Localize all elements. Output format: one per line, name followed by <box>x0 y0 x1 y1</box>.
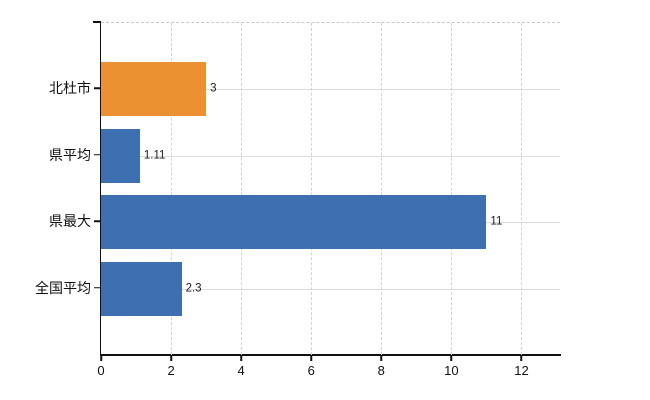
vertical-gridline <box>311 23 313 355</box>
x-axis-tick <box>380 355 383 361</box>
vertical-gridline <box>381 23 383 355</box>
x-axis-tick-label: 0 <box>97 363 105 378</box>
y-axis-tick <box>94 220 101 222</box>
x-axis-tick <box>520 355 523 361</box>
vertical-gridline <box>451 23 453 355</box>
category-label-prefecture-max: 県最大 <box>49 213 91 230</box>
bar-prefecture-average <box>101 128 140 183</box>
y-axis-tick <box>94 87 101 90</box>
category-label-hokuto-city: 北杜市 <box>49 80 91 97</box>
vertical-gridline <box>171 23 173 355</box>
x-axis-tick-label: 8 <box>377 363 385 378</box>
y-axis-tick <box>94 154 101 156</box>
x-axis-tick-label: 10 <box>444 363 459 378</box>
category-label-national-average: 全国平均 <box>35 279 91 296</box>
category-label-prefecture-average: 県平均 <box>49 146 91 163</box>
x-axis-line <box>99 354 561 356</box>
value-label-prefecture-max: 11 <box>490 215 503 228</box>
y-axis-line <box>99 21 101 356</box>
x-axis-tick <box>100 355 102 361</box>
bar-hokuto-city <box>101 62 207 117</box>
x-axis-tick <box>170 355 172 361</box>
horizontal-gridline <box>101 155 560 157</box>
x-axis-tick <box>240 355 242 361</box>
y-axis-tick <box>94 286 101 289</box>
x-axis-tick <box>450 355 453 361</box>
value-label-national-average: 2.3 <box>185 281 202 294</box>
y-axis-top-tick <box>93 21 101 23</box>
horizontal-gridline <box>101 288 560 290</box>
vertical-gridline <box>521 23 523 355</box>
x-axis-tick-label: 2 <box>167 363 175 378</box>
x-axis-tick-label: 4 <box>237 363 245 378</box>
horizontal-gridline <box>101 89 560 91</box>
x-axis-tick-label: 12 <box>514 363 529 378</box>
bar-prefecture-max <box>101 195 487 250</box>
bar-national-average <box>101 261 182 316</box>
plot-area: 3 1.11 11 2.3 <box>101 22 560 355</box>
x-axis-tick <box>310 355 312 361</box>
value-label-prefecture-average: 1.11 <box>143 149 166 162</box>
x-axis-tick-label: 6 <box>307 363 315 378</box>
vertical-gridline <box>241 23 243 355</box>
value-label-hokuto-city: 3 <box>210 82 217 95</box>
